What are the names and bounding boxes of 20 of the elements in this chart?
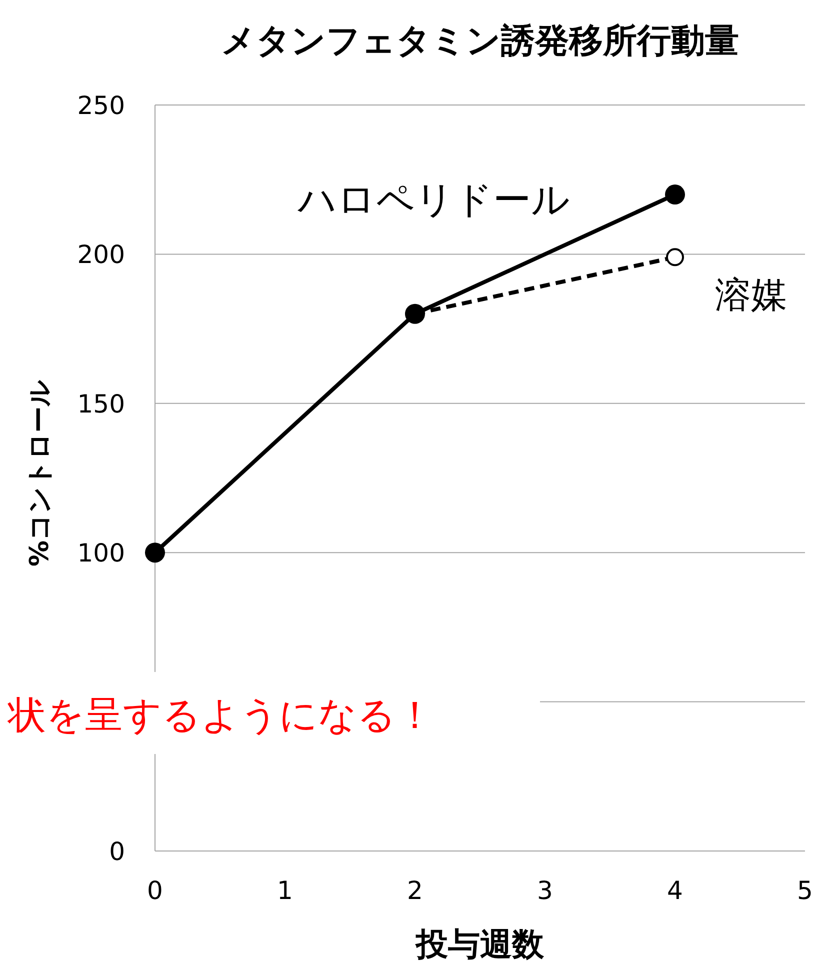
- y-tick-label: 250: [77, 91, 125, 120]
- y-tick-label: 100: [77, 538, 125, 568]
- annotation: 状を呈するようになる！: [7, 693, 434, 737]
- point: [666, 248, 684, 266]
- x-axis-title: 投与週数: [414, 925, 545, 963]
- x-tick-label: 0: [147, 876, 163, 905]
- x-tick-label: 1: [277, 876, 293, 905]
- y-tick-label: 0: [109, 837, 125, 866]
- y-axis-title: %コントロール: [25, 379, 55, 567]
- x-tick-label: 5: [797, 876, 813, 905]
- chart-title: メタンフェタミン誘発移所行動量: [221, 21, 739, 61]
- y-tick-label: 150: [77, 389, 125, 418]
- x-tick-label: 2: [407, 876, 423, 905]
- y-tick-label: 200: [77, 240, 125, 270]
- point: [145, 542, 165, 563]
- series-label: ハロペリドール: [297, 178, 570, 222]
- point: [665, 184, 685, 205]
- series-label: 溶媒: [715, 275, 787, 316]
- x-tick-label: 3: [537, 876, 553, 905]
- x-tick-label: 4: [667, 876, 683, 905]
